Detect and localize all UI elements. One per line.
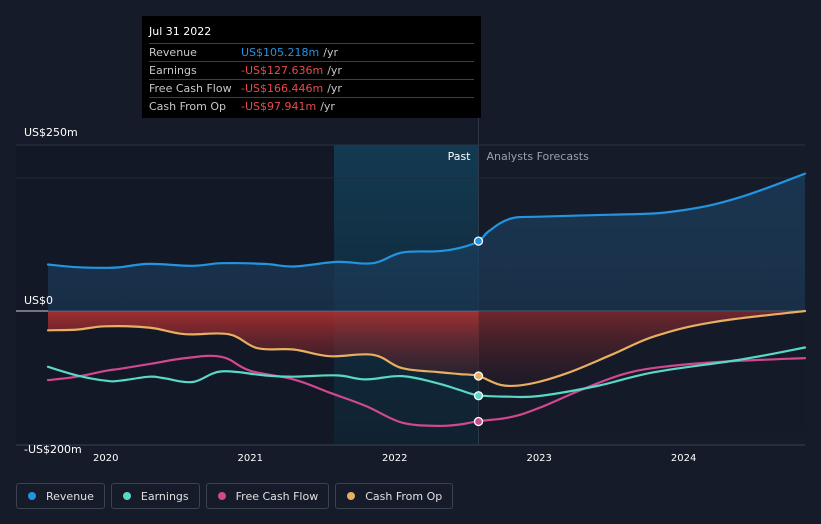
tooltip-label: Cash From Op: [149, 100, 227, 113]
legend-dot-icon: [28, 492, 36, 500]
tooltip-date: Jul 31 2022: [149, 25, 212, 38]
marker-cash-from-op: [473, 371, 484, 381]
tooltip-label: Free Cash Flow: [149, 82, 232, 95]
y-tick-label: -US$200m: [24, 443, 82, 456]
legend-item-free-cash-flow[interactable]: Free Cash Flow: [205, 483, 330, 509]
series-line-cash-from-op: [46, 309, 807, 388]
tooltip-unit: /yr: [323, 46, 338, 59]
negative-area: [48, 311, 805, 386]
tooltip: Jul 31 2022 Revenue US$105.218m /yr Earn…: [142, 16, 481, 118]
marker-earnings: [473, 391, 484, 401]
revenue-area: [48, 173, 805, 311]
legend-label: Free Cash Flow: [235, 489, 319, 503]
legend-dot-icon: [122, 492, 131, 500]
legend-label: Earnings: [140, 489, 189, 503]
legend-label: Revenue: [46, 489, 94, 503]
x-tick-label: 2023: [526, 453, 551, 464]
x-tick-label: 2020: [93, 453, 118, 464]
legend-item-earnings[interactable]: Earnings: [110, 483, 200, 509]
series-line-earnings: [46, 346, 807, 399]
forecast-label: Analysts Forecasts: [487, 150, 590, 163]
legend-item-cash-from-op[interactable]: Cash From Op: [335, 483, 454, 509]
legend-dot-icon: [217, 492, 226, 500]
tooltip-row-cash-from-op: Cash From Op -US$97.941m /yr: [149, 97, 474, 115]
tooltip-row-earnings: Earnings -US$127.636m /yr: [149, 61, 474, 79]
series-line-revenue: [46, 172, 807, 269]
tooltip-value: -US$127.636m: [241, 64, 324, 77]
legend-label: Cash From Op: [365, 489, 443, 503]
tooltip-row-free-cash-flow: Free Cash Flow -US$166.446m /yr: [149, 79, 474, 97]
y-tick-label: US$0: [24, 294, 53, 307]
marker-revenue: [473, 236, 484, 246]
series-line-free-cash-flow: [46, 354, 807, 428]
x-tick-label: 2024: [671, 453, 696, 464]
legend-dot-icon: [347, 492, 356, 500]
tooltip-value: US$105.218m: [241, 46, 320, 59]
tooltip-value: -US$97.941m: [241, 100, 317, 113]
marker-free-cash-flow: [473, 416, 484, 427]
tooltip-row-revenue: Revenue US$105.218m /yr: [149, 43, 474, 61]
x-tick-label: 2021: [238, 453, 263, 464]
tooltip-unit: /yr: [320, 100, 335, 113]
tooltip-value: -US$166.446m: [241, 82, 324, 95]
y-tick-label: US$250m: [24, 126, 78, 139]
tooltip-label: Earnings: [149, 64, 197, 77]
tooltip-unit: /yr: [327, 64, 342, 77]
legend: Revenue Earnings Free Cash Flow Cash Fro…: [16, 483, 454, 509]
tooltip-unit: /yr: [327, 82, 342, 95]
tooltip-label: Revenue: [149, 46, 197, 59]
legend-item-revenue[interactable]: Revenue: [16, 483, 105, 509]
x-tick-label: 2022: [382, 453, 407, 464]
past-label: Past: [448, 150, 472, 163]
